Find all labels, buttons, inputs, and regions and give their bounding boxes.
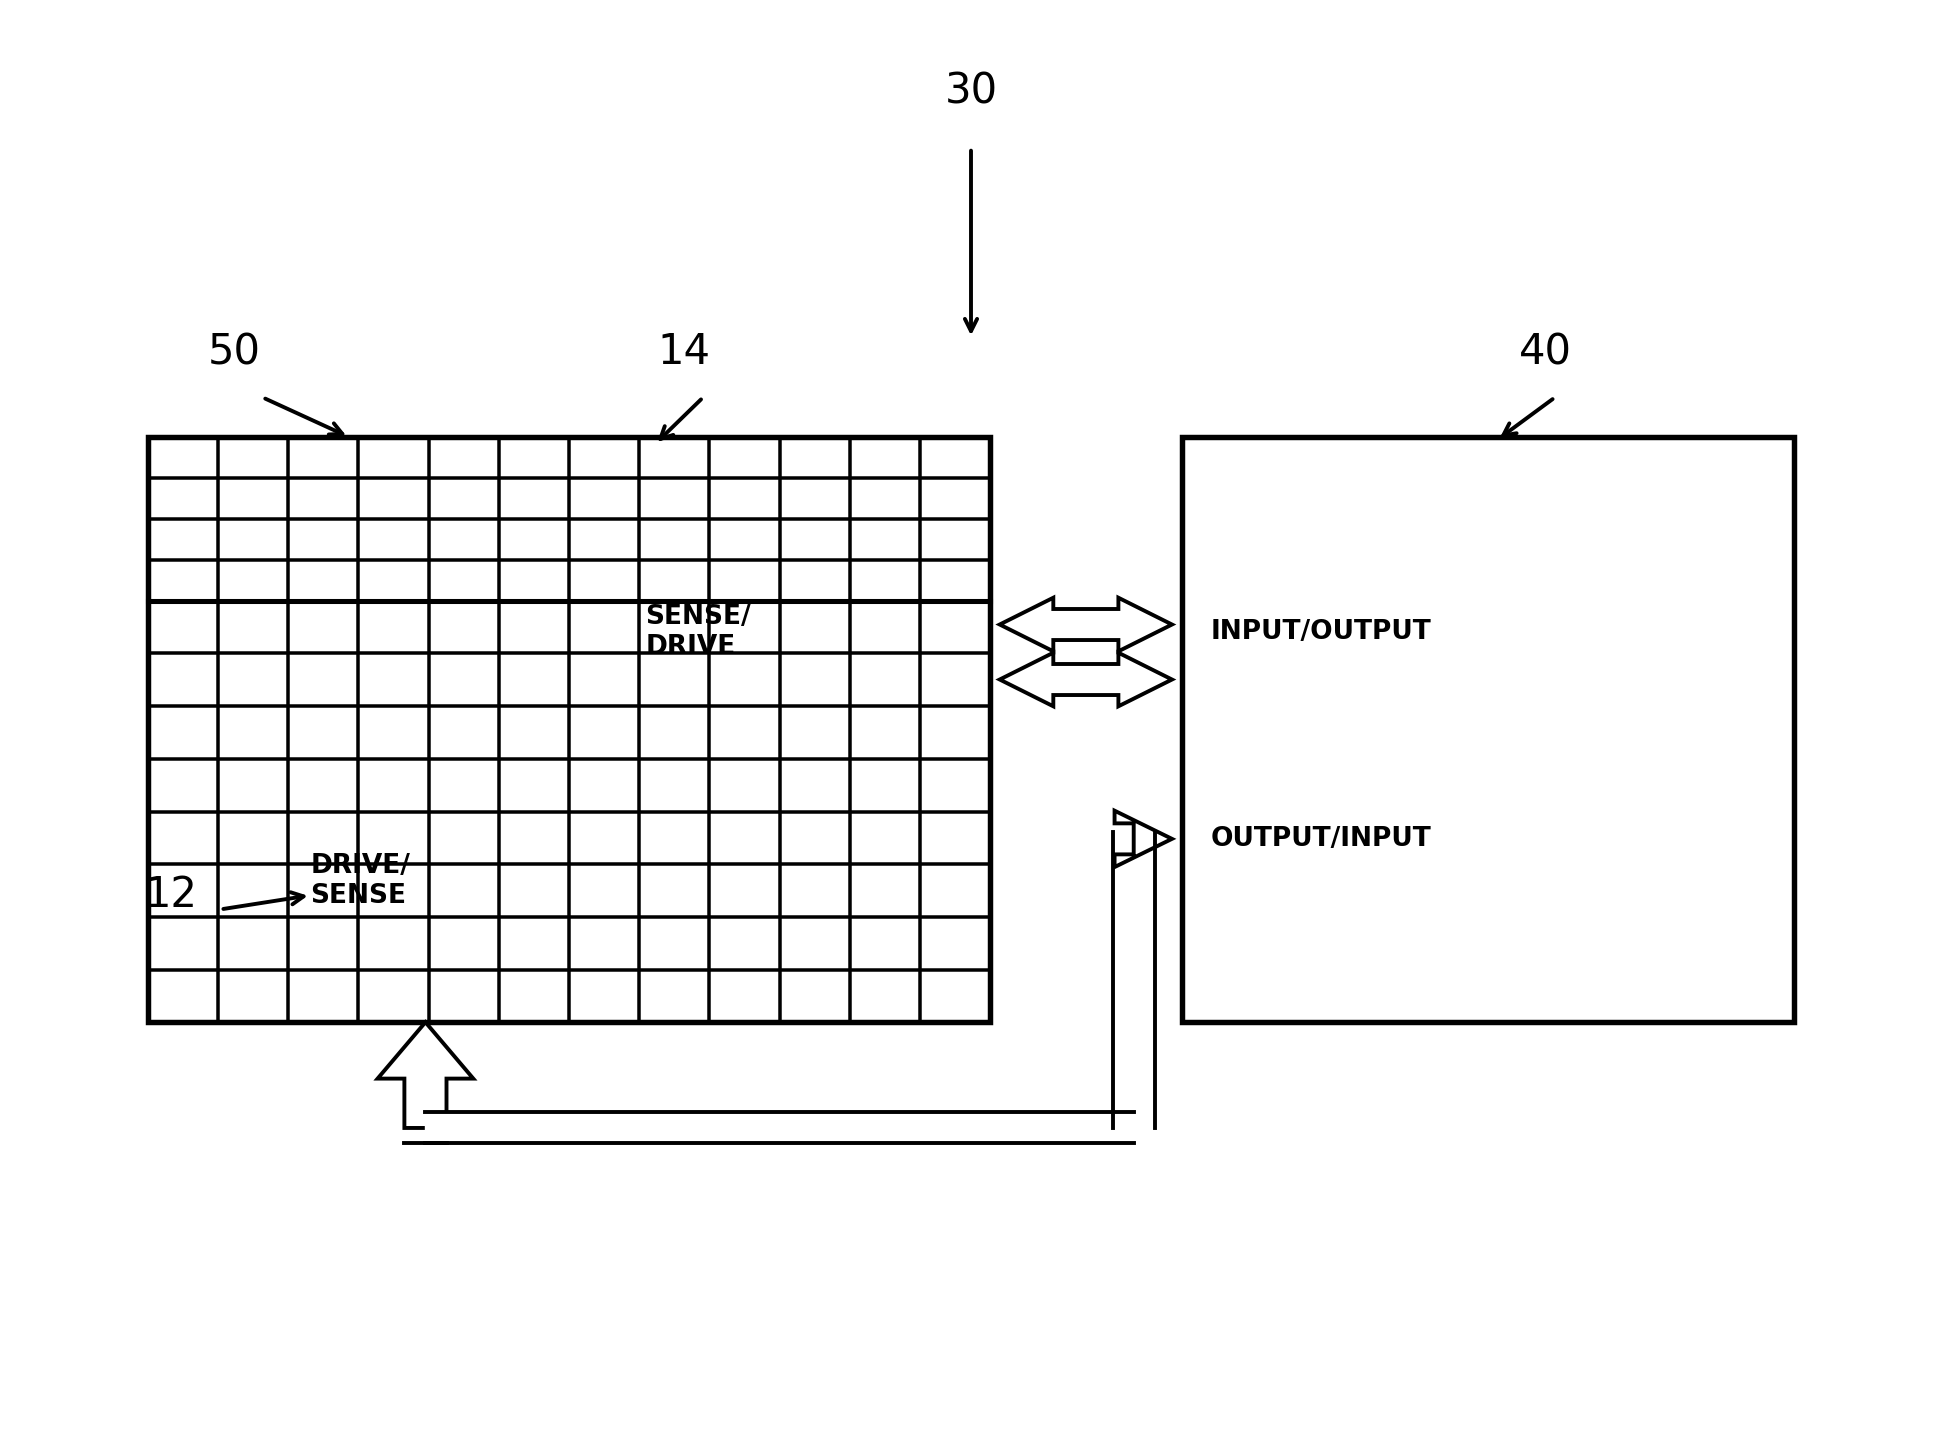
Text: OUTPUT/INPUT: OUTPUT/INPUT [1210, 825, 1431, 851]
Text: 12: 12 [144, 874, 198, 916]
Text: SENSE/
DRIVE: SENSE/ DRIVE [645, 604, 752, 660]
Text: INPUT/OUTPUT: INPUT/OUTPUT [1210, 618, 1431, 644]
Bar [148, 437, 990, 1022]
Bar [1181, 437, 1794, 1022]
Text: 14: 14 [656, 332, 711, 374]
Text: DRIVE/
SENSE: DRIVE/ SENSE [311, 853, 410, 909]
Polygon shape [377, 1022, 474, 1127]
Text: 50: 50 [208, 332, 260, 374]
Polygon shape [1115, 811, 1171, 867]
Polygon shape [1000, 653, 1171, 706]
Text: 30: 30 [944, 70, 998, 112]
Polygon shape [1000, 598, 1171, 651]
Text: 40: 40 [1519, 332, 1571, 374]
